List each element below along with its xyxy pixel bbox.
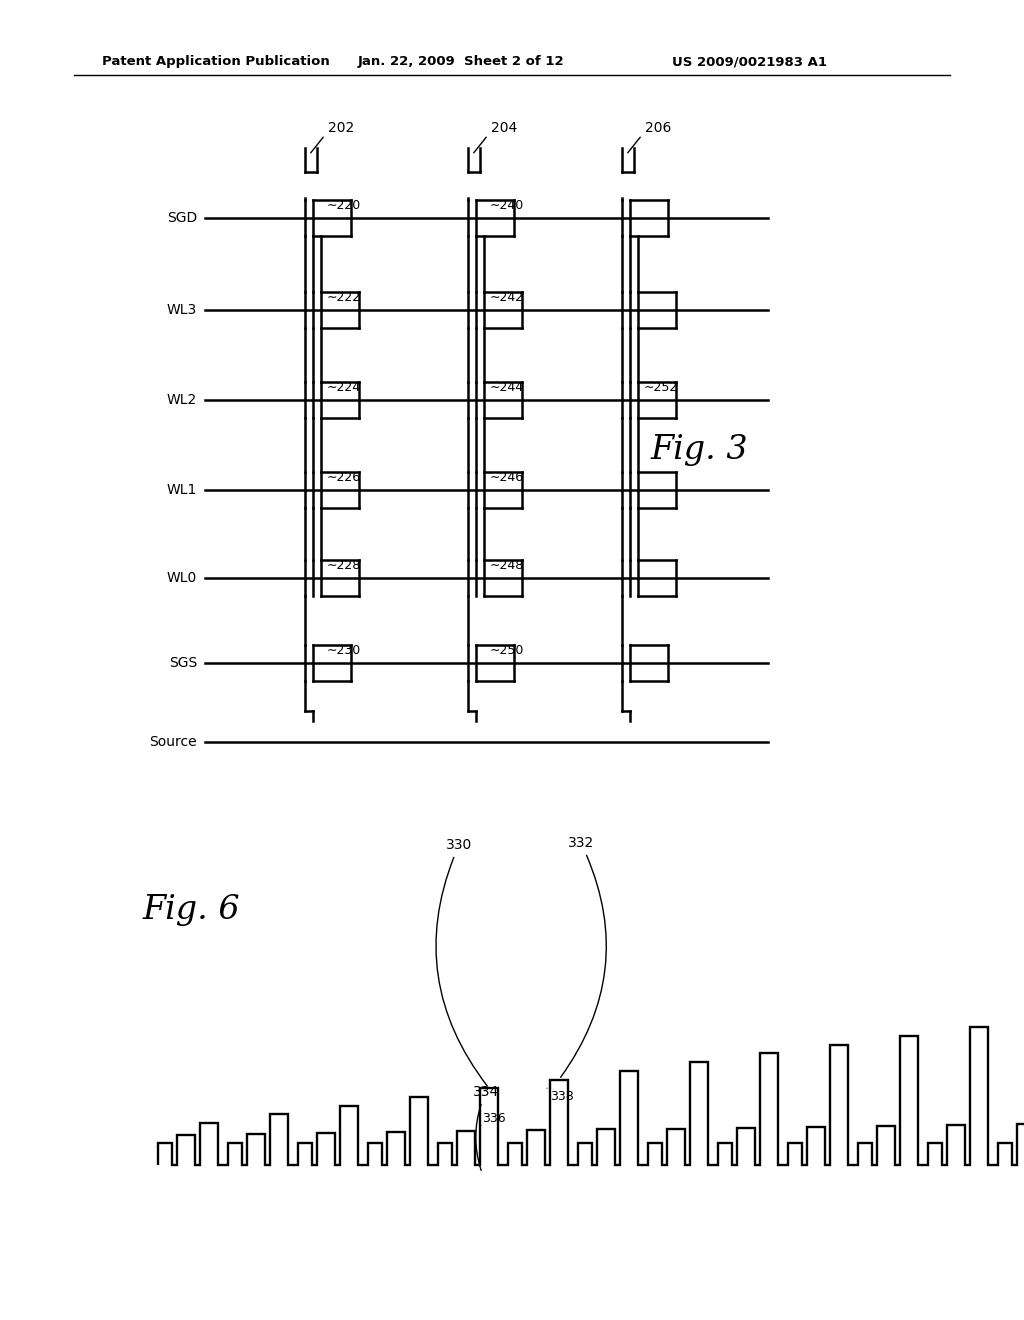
Text: Fig. 6: Fig. 6 [142, 894, 240, 927]
Text: Source: Source [150, 735, 197, 748]
Text: 336: 336 [482, 1111, 506, 1125]
Text: ∼228: ∼228 [327, 558, 361, 572]
Text: WL0: WL0 [167, 572, 197, 585]
Text: 338: 338 [550, 1090, 573, 1104]
Text: WL2: WL2 [167, 393, 197, 407]
Text: Fig. 3: Fig. 3 [650, 434, 748, 466]
Text: SGS: SGS [169, 656, 197, 671]
Text: 334: 334 [473, 1085, 499, 1171]
Text: ∼248: ∼248 [490, 558, 524, 572]
Text: ∼224: ∼224 [327, 381, 361, 393]
Text: 332: 332 [560, 836, 606, 1077]
Text: ∼242: ∼242 [490, 290, 524, 304]
Text: 206: 206 [645, 121, 672, 135]
Text: ∼220: ∼220 [327, 199, 361, 213]
Text: Patent Application Publication: Patent Application Publication [102, 55, 330, 69]
Text: US 2009/0021983 A1: US 2009/0021983 A1 [672, 55, 827, 69]
Text: ∼240: ∼240 [490, 199, 524, 213]
Text: ∼244: ∼244 [490, 381, 524, 393]
Text: ∼252: ∼252 [644, 381, 678, 393]
Text: WL1: WL1 [167, 483, 197, 498]
Text: ∼222: ∼222 [327, 290, 361, 304]
Text: 202: 202 [328, 121, 354, 135]
Text: ∼246: ∼246 [490, 471, 524, 484]
Text: 204: 204 [490, 121, 517, 135]
Text: ∼230: ∼230 [327, 644, 361, 657]
Text: ∼250: ∼250 [490, 644, 524, 657]
Text: Jan. 22, 2009  Sheet 2 of 12: Jan. 22, 2009 Sheet 2 of 12 [358, 55, 564, 69]
Text: SGD: SGD [167, 211, 197, 224]
Text: 330: 330 [436, 838, 487, 1086]
Text: WL3: WL3 [167, 304, 197, 317]
Text: ∼226: ∼226 [327, 471, 361, 484]
